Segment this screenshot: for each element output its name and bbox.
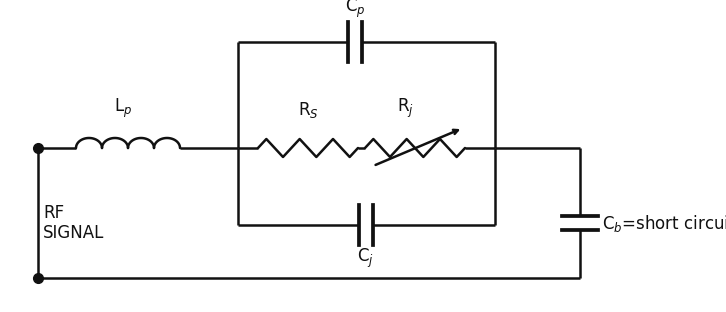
- Text: C$_j$: C$_j$: [357, 247, 375, 270]
- Text: L$_p$: L$_p$: [114, 97, 132, 120]
- Text: R$_j$: R$_j$: [396, 97, 414, 120]
- Text: C$_b$=short circuit: C$_b$=short circuit: [602, 212, 726, 233]
- Text: C$_p$: C$_p$: [345, 0, 365, 20]
- Text: R$_S$: R$_S$: [298, 100, 319, 120]
- Text: RF
SIGNAL: RF SIGNAL: [43, 204, 105, 242]
